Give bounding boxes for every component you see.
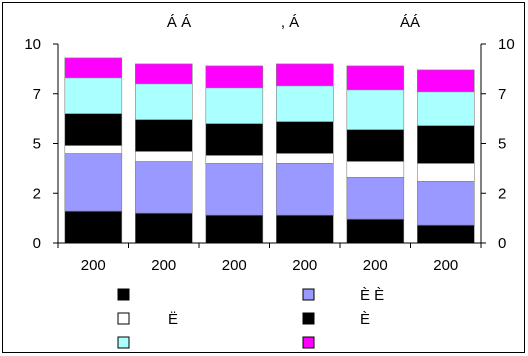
bar-segment-4-2 (275, 163, 334, 216)
bar-segment-3-3 (205, 155, 264, 164)
y-right-tick-label: 2 (498, 185, 506, 202)
legend-label-4: È (360, 311, 370, 328)
bar-segment-2-6 (135, 63, 193, 85)
bar-segment-4-6 (275, 63, 334, 87)
x-tick-label: 200 (363, 257, 388, 274)
x-tick-label: 200 (151, 257, 176, 274)
y-left-tick-label: 2 (33, 185, 41, 202)
x-tick-label: 200 (222, 257, 247, 274)
bar-segment-1-6 (64, 57, 123, 79)
bar-segment-5-3 (346, 161, 405, 178)
axes-group: 0 2 5 7 10 0 2 5 7 10 200 200 200 200 200 200 (24, 36, 514, 274)
title-part-1: Á Á (167, 14, 191, 31)
legend-swatch-1 (117, 288, 130, 301)
bar-segment-2-5 (135, 83, 193, 120)
bar-segment-3-1 (205, 214, 264, 244)
bar-segment-1-5 (64, 77, 123, 114)
title-part-2: , Á (281, 14, 299, 31)
bar-segment-1-2 (64, 153, 123, 212)
y-left-tick-label: 5 (33, 136, 41, 153)
bar-segment-2-3 (135, 151, 193, 162)
bar-segment-6-6 (416, 69, 475, 93)
y-right-tick-label: 0 (498, 235, 506, 252)
y-right-tick-label: 10 (498, 36, 515, 53)
bar-segment-3-2 (205, 163, 264, 216)
legend-swatch-4 (302, 312, 315, 325)
bar-segment-3-5 (205, 87, 264, 124)
bar-segment-6-5 (416, 91, 475, 126)
legend-swatch-3 (117, 312, 130, 325)
bar-segment-4-4 (275, 121, 334, 154)
bar-segment-3-4 (205, 123, 264, 156)
bar-segment-5-6 (346, 65, 405, 91)
legend-label-2: È È (360, 287, 384, 304)
y-right-tick-label: 7 (498, 86, 506, 103)
bar-segment-1-3 (64, 145, 123, 154)
y-left-tick-label: 7 (33, 86, 41, 103)
bar-segment-6-1 (416, 224, 475, 244)
bar-segment-1-1 (64, 210, 123, 244)
bar-segment-6-2 (416, 181, 475, 226)
bar-segment-6-4 (416, 125, 475, 164)
bar-segment-4-1 (275, 214, 334, 244)
x-tick-label: 200 (292, 257, 317, 274)
legend-label-3: Ë (168, 311, 178, 328)
bar-segment-5-5 (346, 89, 405, 130)
legend-swatch-6 (302, 336, 315, 349)
legend-swatch-5 (117, 336, 130, 349)
x-tick-label: 200 (81, 257, 106, 274)
legend-swatch-2 (302, 288, 315, 301)
bar-segment-1-4 (64, 113, 123, 146)
chart-title: Á Á , Á ÁÁ (167, 14, 420, 31)
bar-segment-5-1 (346, 218, 405, 244)
bar-segment-4-3 (275, 153, 334, 164)
y-right-tick-label: 5 (498, 136, 506, 153)
x-tick-label: 200 (433, 257, 458, 274)
bar-segment-2-1 (135, 212, 193, 244)
bar-segment-2-2 (135, 161, 193, 214)
bar-segment-3-6 (205, 65, 264, 89)
bar-segment-5-2 (346, 177, 405, 220)
bar-segment-2-4 (135, 119, 193, 152)
bar-segment-6-3 (416, 163, 475, 182)
title-part-3: ÁÁ (400, 14, 420, 31)
legend: È È Ë È (117, 287, 384, 349)
bar-segment-4-5 (275, 85, 334, 122)
bar-segment-5-4 (346, 129, 405, 162)
y-left-tick-label: 10 (24, 36, 41, 53)
y-left-tick-label: 0 (33, 235, 41, 252)
bars-group (64, 57, 475, 244)
